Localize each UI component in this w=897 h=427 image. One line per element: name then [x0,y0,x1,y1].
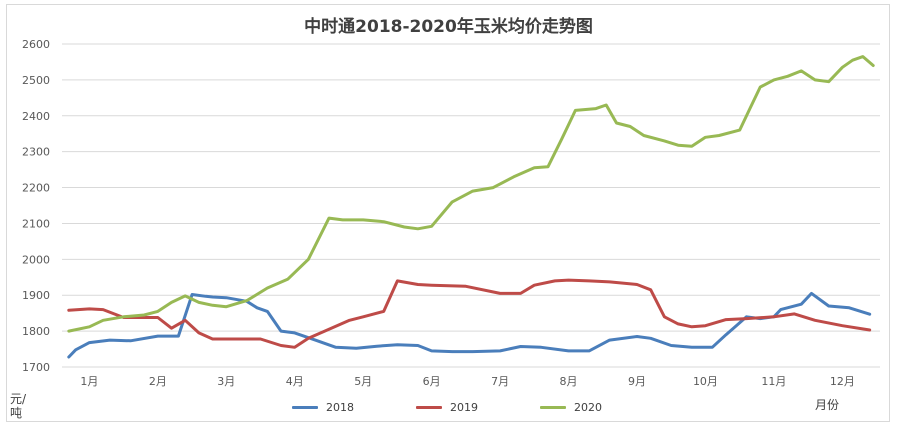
legend-swatch-2018 [292,405,318,409]
chart-frame [6,4,890,422]
x-tick-label: 2月 [149,375,167,388]
y-tick-label: 2500 [22,74,50,87]
x-tick-label: 8月 [560,375,578,388]
legend-label-2020: 2020 [574,400,602,414]
legend-label-2018: 2018 [326,400,354,414]
y-axis-unit: 元/吨 [10,392,27,420]
x-tick-label: 4月 [286,375,304,388]
y-tick-label: 2400 [22,110,50,123]
x-tick-label: 5月 [354,375,372,388]
legend-item-2020: 2020 [540,399,602,415]
y-tick-label: 2600 [22,38,50,51]
x-tick-label: 12月 [830,375,855,388]
legend-label-2019: 2019 [450,400,478,414]
x-tick-label: 11月 [761,375,786,388]
x-tick-label: 7月 [491,375,509,388]
y-tick-label: 2100 [22,217,50,230]
x-tick-label: 1月 [80,375,98,388]
legend-item-2019: 2019 [416,399,478,415]
y-tick-label: 2300 [22,146,50,159]
x-axis-label: 月份 [815,398,840,412]
x-tick-label: 6月 [423,375,441,388]
x-tick-label: 3月 [217,375,235,388]
y-tick-label: 2200 [22,182,50,195]
legend-swatch-2020 [540,405,566,409]
legend-swatch-2019 [416,405,442,409]
legend: 2018 2019 2020 [0,399,897,415]
x-tick-label: 9月 [628,375,646,388]
legend-item-2018: 2018 [292,399,354,415]
y-tick-label: 1800 [22,325,50,338]
series-line-2020 [67,55,875,333]
y-tick-label: 1900 [22,289,50,302]
series-line-2019 [67,278,872,349]
y-tick-label: 1700 [22,361,50,374]
y-tick-label: 2000 [22,253,50,266]
chart-title: 中时通2018-2020年玉米均价走势图 [304,17,593,37]
x-tick-label: 10月 [693,375,718,388]
